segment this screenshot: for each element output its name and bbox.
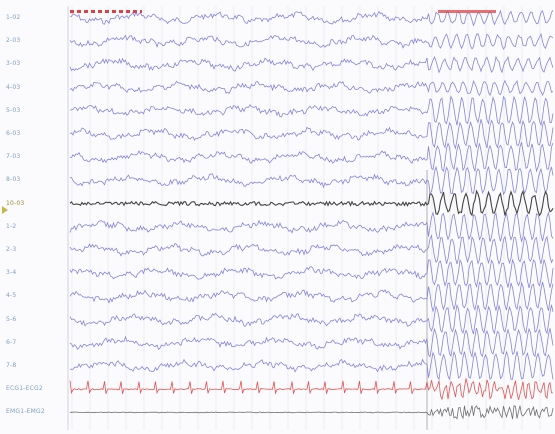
channel-label[interactable]: 4-5	[6, 292, 17, 300]
event-marker-start[interactable]	[70, 10, 142, 13]
trace-8-03	[69, 165, 554, 196]
channel-label-column: 1-02 2-03 3-03 4-03 5-03 6-03 7-03 8-03 10-03 1-2…	[0, 0, 68, 434]
trace-6-7	[69, 327, 554, 359]
channel-label[interactable]: 1-02	[6, 14, 21, 21]
event-marker-seizure[interactable]	[438, 10, 496, 13]
trace-3-03	[69, 55, 554, 74]
channel-label[interactable]: 1-2	[6, 222, 17, 230]
trace-2-03	[69, 32, 554, 50]
channel-label[interactable]: ECG1-ECG2	[6, 385, 43, 393]
trace-2-3	[69, 234, 554, 265]
channel-label[interactable]: EMG1-EMG2	[6, 408, 45, 416]
trace-1-02	[69, 9, 554, 27]
channel-label[interactable]: 8-03	[6, 176, 21, 184]
channel-label[interactable]: 3-4	[6, 269, 17, 277]
channel-label[interactable]: 10-03	[6, 199, 25, 207]
trace-3-4	[69, 258, 554, 288]
channel-label[interactable]: 6-7	[6, 338, 17, 346]
trace-emg1-emg2	[69, 405, 554, 420]
channel-label[interactable]: 7-03	[6, 153, 21, 161]
trace-ecg1-ecg2	[69, 378, 554, 401]
channel-label[interactable]: 2-03	[6, 37, 21, 45]
channel-label[interactable]: 5-6	[6, 315, 17, 323]
trace-4-03	[69, 79, 554, 97]
trace-4-5	[69, 281, 554, 313]
channel-label[interactable]: 5-03	[6, 106, 21, 114]
trace-6-03	[69, 119, 554, 150]
channel-label[interactable]: 3-03	[6, 60, 21, 68]
trace-5-03	[69, 95, 554, 127]
channel-label[interactable]: 7-8	[6, 362, 17, 369]
channel-label[interactable]: 6-03	[6, 130, 21, 137]
trace-5-6	[69, 303, 554, 335]
trace-1-2	[69, 211, 554, 243]
channel-label[interactable]: 2-3	[6, 246, 17, 253]
trace-7-8	[69, 350, 554, 381]
channel-label[interactable]: 4-03	[6, 83, 21, 91]
selected-channel-arrow-icon	[2, 206, 8, 214]
trace-10-03	[69, 189, 554, 217]
trace-7-03	[69, 142, 554, 173]
